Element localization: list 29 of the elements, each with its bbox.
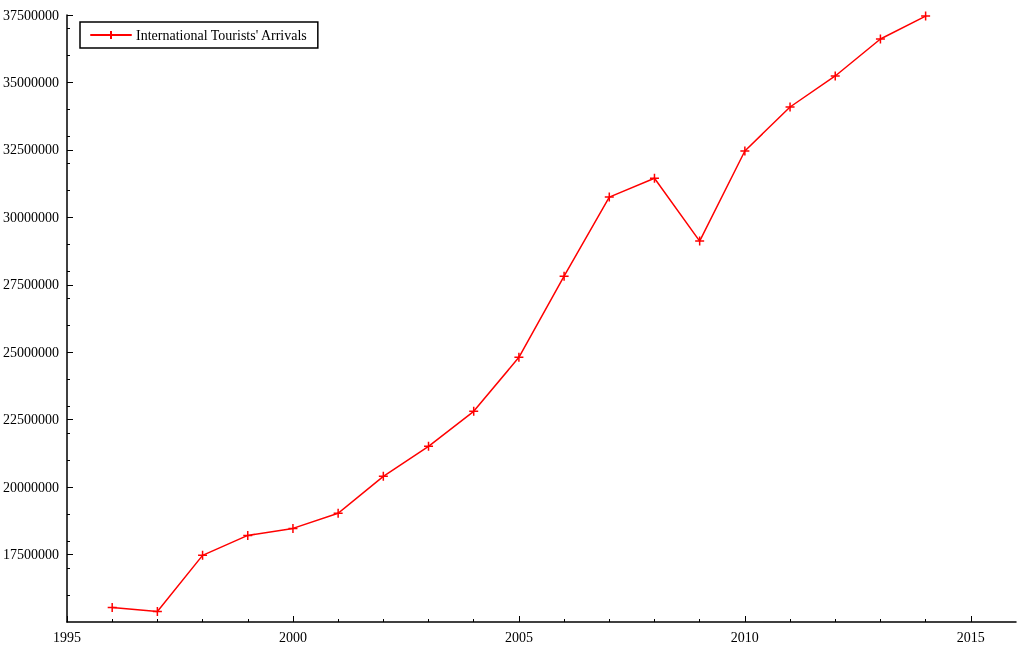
x-tick-label: 1995 bbox=[53, 629, 81, 645]
x-tick-label: 2015 bbox=[956, 629, 985, 645]
point bbox=[739, 145, 751, 157]
y-tick-label: 17500000 bbox=[3, 547, 59, 563]
point bbox=[106, 602, 118, 613]
point bbox=[604, 191, 615, 203]
y-tick-label: 37500000 bbox=[3, 7, 59, 23]
x-tick-label: 2010 bbox=[730, 629, 759, 645]
legend-label: International Tourists' Arrivals bbox=[136, 27, 307, 43]
point bbox=[784, 101, 796, 113]
y-tick-label: 32500000 bbox=[3, 142, 59, 158]
point bbox=[287, 523, 299, 534]
point bbox=[920, 10, 931, 22]
y-tick-label: 30000000 bbox=[3, 209, 59, 225]
point bbox=[829, 70, 841, 82]
y-tick-label: 35000000 bbox=[3, 74, 59, 90]
y-tick-label: 22500000 bbox=[3, 412, 59, 428]
y-tick-label: 20000000 bbox=[3, 479, 59, 495]
y-tick-label: 25000000 bbox=[3, 344, 59, 360]
point bbox=[694, 235, 705, 247]
point bbox=[242, 530, 254, 541]
point bbox=[875, 33, 886, 45]
x-tick-label: 2005 bbox=[504, 629, 533, 645]
point bbox=[332, 508, 344, 519]
point bbox=[649, 172, 660, 184]
x-tick-label: 2000 bbox=[278, 629, 307, 645]
point bbox=[558, 270, 570, 282]
point bbox=[513, 352, 525, 363]
y-tick-label: 27500000 bbox=[3, 277, 59, 293]
